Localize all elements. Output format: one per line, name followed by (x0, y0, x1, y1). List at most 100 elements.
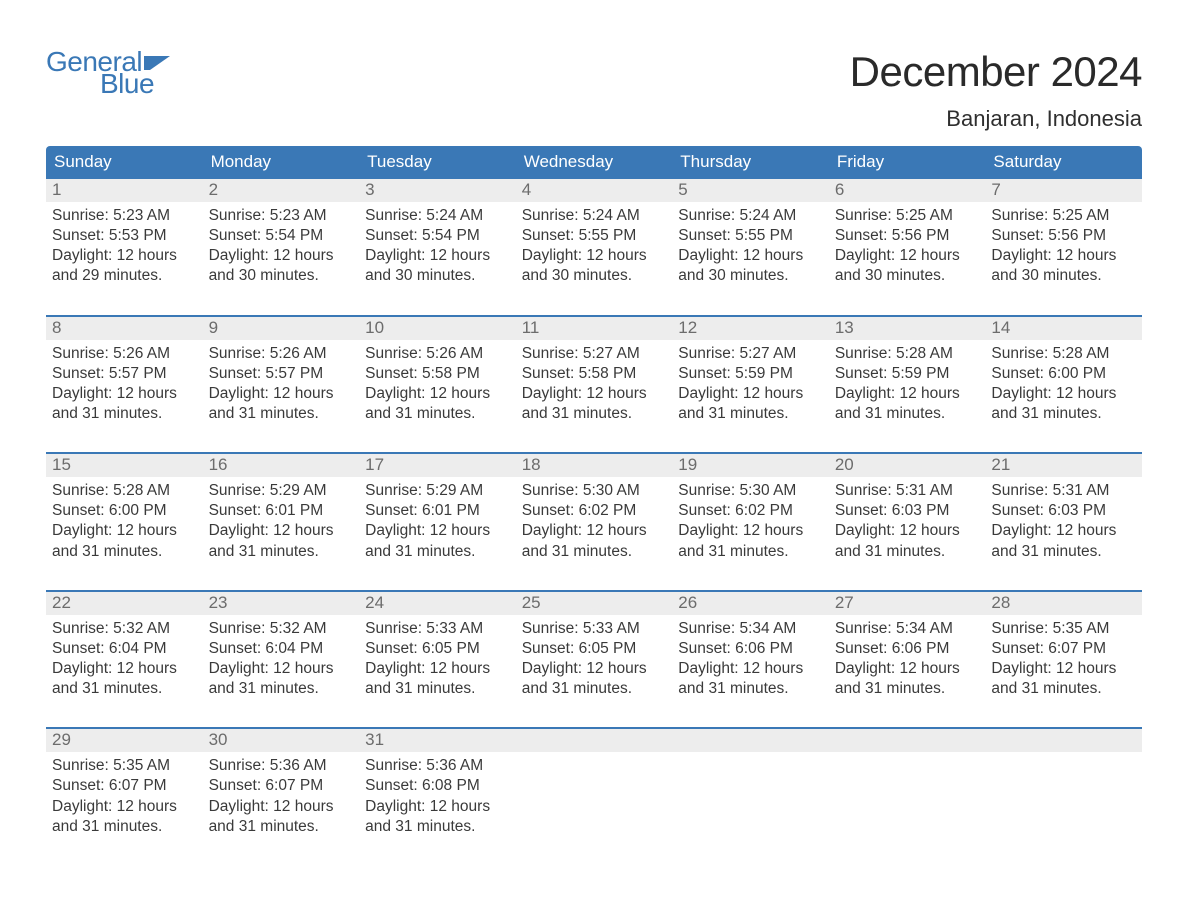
calendar-day: 4Sunrise: 5:24 AMSunset: 5:55 PMDaylight… (516, 179, 673, 291)
day-details: Sunrise: 5:35 AMSunset: 6:07 PMDaylight:… (985, 615, 1142, 700)
calendar-day: 3Sunrise: 5:24 AMSunset: 5:54 PMDaylight… (359, 179, 516, 291)
dow-fri: Friday (829, 146, 986, 179)
sunset-line: Sunset: 5:59 PM (835, 364, 980, 384)
sunset-line: Sunset: 6:04 PM (209, 639, 354, 659)
day-number: 21 (985, 454, 1142, 477)
day-details: Sunrise: 5:32 AMSunset: 6:04 PMDaylight:… (203, 615, 360, 700)
sunrise-line: Sunrise: 5:36 AM (365, 756, 510, 776)
calendar-week: 22Sunrise: 5:32 AMSunset: 6:04 PMDayligh… (46, 590, 1142, 704)
day-number (516, 729, 673, 752)
sunrise-line: Sunrise: 5:33 AM (365, 619, 510, 639)
day-number: 23 (203, 592, 360, 615)
calendar-day (516, 729, 673, 841)
daylight-line: Daylight: 12 hours and 30 minutes. (991, 246, 1136, 286)
day-number: 29 (46, 729, 203, 752)
sunrise-line: Sunrise: 5:31 AM (991, 481, 1136, 501)
daylight-line: Daylight: 12 hours and 30 minutes. (678, 246, 823, 286)
day-number: 24 (359, 592, 516, 615)
day-details: Sunrise: 5:31 AMSunset: 6:03 PMDaylight:… (829, 477, 986, 562)
daylight-line: Daylight: 12 hours and 31 minutes. (991, 659, 1136, 699)
sunrise-line: Sunrise: 5:29 AM (365, 481, 510, 501)
day-details: Sunrise: 5:28 AMSunset: 6:00 PMDaylight:… (985, 340, 1142, 425)
calendar-day: 7Sunrise: 5:25 AMSunset: 5:56 PMDaylight… (985, 179, 1142, 291)
sunrise-line: Sunrise: 5:32 AM (52, 619, 197, 639)
day-number: 2 (203, 179, 360, 202)
calendar-day: 30Sunrise: 5:36 AMSunset: 6:07 PMDayligh… (203, 729, 360, 841)
location-subtitle: Banjaran, Indonesia (850, 106, 1142, 132)
calendar-day: 11Sunrise: 5:27 AMSunset: 5:58 PMDayligh… (516, 317, 673, 429)
sunset-line: Sunset: 6:02 PM (678, 501, 823, 521)
daylight-line: Daylight: 12 hours and 31 minutes. (209, 797, 354, 837)
sunrise-line: Sunrise: 5:24 AM (678, 206, 823, 226)
calendar-week: 29Sunrise: 5:35 AMSunset: 6:07 PMDayligh… (46, 727, 1142, 841)
day-details: Sunrise: 5:24 AMSunset: 5:54 PMDaylight:… (359, 202, 516, 287)
day-details: Sunrise: 5:26 AMSunset: 5:58 PMDaylight:… (359, 340, 516, 425)
day-number: 3 (359, 179, 516, 202)
day-number: 27 (829, 592, 986, 615)
day-number: 18 (516, 454, 673, 477)
calendar-day: 19Sunrise: 5:30 AMSunset: 6:02 PMDayligh… (672, 454, 829, 566)
dow-tue: Tuesday (359, 146, 516, 179)
daylight-line: Daylight: 12 hours and 31 minutes. (52, 797, 197, 837)
day-number: 19 (672, 454, 829, 477)
sunrise-line: Sunrise: 5:35 AM (991, 619, 1136, 639)
daylight-line: Daylight: 12 hours and 31 minutes. (678, 384, 823, 424)
calendar-day: 17Sunrise: 5:29 AMSunset: 6:01 PMDayligh… (359, 454, 516, 566)
calendar-day: 12Sunrise: 5:27 AMSunset: 5:59 PMDayligh… (672, 317, 829, 429)
sunset-line: Sunset: 5:58 PM (522, 364, 667, 384)
sunset-line: Sunset: 6:07 PM (52, 776, 197, 796)
day-details: Sunrise: 5:32 AMSunset: 6:04 PMDaylight:… (46, 615, 203, 700)
calendar-day: 5Sunrise: 5:24 AMSunset: 5:55 PMDaylight… (672, 179, 829, 291)
sunrise-line: Sunrise: 5:33 AM (522, 619, 667, 639)
day-number: 12 (672, 317, 829, 340)
calendar-day: 28Sunrise: 5:35 AMSunset: 6:07 PMDayligh… (985, 592, 1142, 704)
sunset-line: Sunset: 6:08 PM (365, 776, 510, 796)
daylight-line: Daylight: 12 hours and 31 minutes. (52, 384, 197, 424)
header-row: General Blue December 2024 Banjaran, Ind… (46, 48, 1142, 132)
sunrise-line: Sunrise: 5:29 AM (209, 481, 354, 501)
day-details: Sunrise: 5:27 AMSunset: 5:59 PMDaylight:… (672, 340, 829, 425)
daylight-line: Daylight: 12 hours and 31 minutes. (365, 384, 510, 424)
sunrise-line: Sunrise: 5:32 AM (209, 619, 354, 639)
sunrise-line: Sunrise: 5:24 AM (522, 206, 667, 226)
calendar-day: 15Sunrise: 5:28 AMSunset: 6:00 PMDayligh… (46, 454, 203, 566)
sunset-line: Sunset: 5:56 PM (991, 226, 1136, 246)
day-details: Sunrise: 5:35 AMSunset: 6:07 PMDaylight:… (46, 752, 203, 837)
calendar-day: 8Sunrise: 5:26 AMSunset: 5:57 PMDaylight… (46, 317, 203, 429)
daylight-line: Daylight: 12 hours and 31 minutes. (365, 797, 510, 837)
sunrise-line: Sunrise: 5:25 AM (991, 206, 1136, 226)
sunset-line: Sunset: 5:54 PM (365, 226, 510, 246)
day-number: 8 (46, 317, 203, 340)
calendar-day: 24Sunrise: 5:33 AMSunset: 6:05 PMDayligh… (359, 592, 516, 704)
daylight-line: Daylight: 12 hours and 31 minutes. (209, 384, 354, 424)
day-details: Sunrise: 5:28 AMSunset: 5:59 PMDaylight:… (829, 340, 986, 425)
daylight-line: Daylight: 12 hours and 30 minutes. (209, 246, 354, 286)
daylight-line: Daylight: 12 hours and 31 minutes. (678, 521, 823, 561)
sunrise-line: Sunrise: 5:23 AM (209, 206, 354, 226)
calendar-day: 29Sunrise: 5:35 AMSunset: 6:07 PMDayligh… (46, 729, 203, 841)
sunset-line: Sunset: 6:01 PM (209, 501, 354, 521)
dow-wed: Wednesday (516, 146, 673, 179)
calendar-day (985, 729, 1142, 841)
calendar-day: 1Sunrise: 5:23 AMSunset: 5:53 PMDaylight… (46, 179, 203, 291)
daylight-line: Daylight: 12 hours and 31 minutes. (991, 384, 1136, 424)
calendar-day: 6Sunrise: 5:25 AMSunset: 5:56 PMDaylight… (829, 179, 986, 291)
day-number: 1 (46, 179, 203, 202)
month-title: December 2024 (850, 48, 1142, 96)
sunset-line: Sunset: 6:07 PM (991, 639, 1136, 659)
calendar-day (672, 729, 829, 841)
day-details: Sunrise: 5:29 AMSunset: 6:01 PMDaylight:… (359, 477, 516, 562)
calendar-grid: Sunday Monday Tuesday Wednesday Thursday… (46, 146, 1142, 841)
sunrise-line: Sunrise: 5:26 AM (365, 344, 510, 364)
sunrise-line: Sunrise: 5:27 AM (678, 344, 823, 364)
daylight-line: Daylight: 12 hours and 31 minutes. (522, 521, 667, 561)
day-details: Sunrise: 5:25 AMSunset: 5:56 PMDaylight:… (829, 202, 986, 287)
day-number: 9 (203, 317, 360, 340)
sunrise-line: Sunrise: 5:23 AM (52, 206, 197, 226)
sunset-line: Sunset: 5:57 PM (52, 364, 197, 384)
calendar-day: 27Sunrise: 5:34 AMSunset: 6:06 PMDayligh… (829, 592, 986, 704)
sunrise-line: Sunrise: 5:34 AM (678, 619, 823, 639)
sunrise-line: Sunrise: 5:25 AM (835, 206, 980, 226)
day-details: Sunrise: 5:27 AMSunset: 5:58 PMDaylight:… (516, 340, 673, 425)
title-block: December 2024 Banjaran, Indonesia (850, 48, 1142, 132)
